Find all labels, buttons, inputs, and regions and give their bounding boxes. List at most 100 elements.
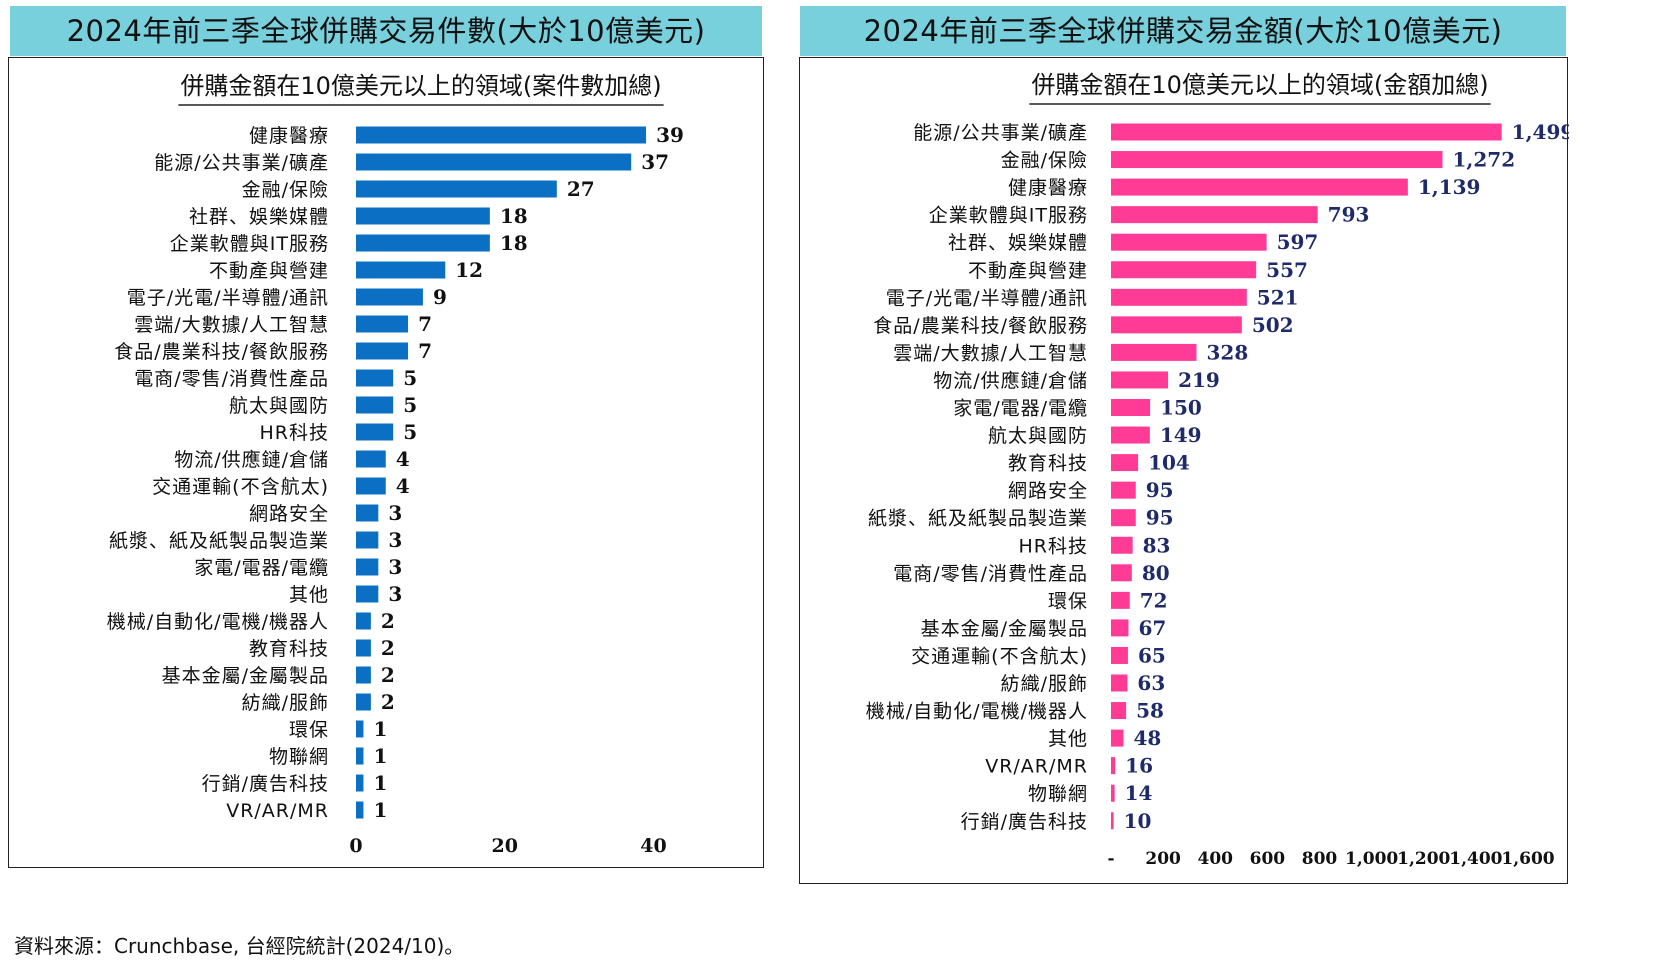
category-label: 能源/公共事業/礦產 <box>913 122 1088 144</box>
bar <box>1111 316 1242 334</box>
x-tick-label: 600 <box>1250 849 1286 869</box>
bar <box>356 801 364 819</box>
category-label: 機械/自動化/電機/機器人 <box>866 701 1088 723</box>
bar <box>356 666 371 684</box>
bar-value-label: 502 <box>1252 313 1294 337</box>
bar <box>356 450 386 468</box>
left-chart-title-banner: 2024年前三季全球併購交易件數(大於10億美元) <box>10 6 762 56</box>
category-label: 教育科技 <box>1008 453 1088 475</box>
category-label: 基本金屬/金屬製品 <box>162 665 329 687</box>
bar <box>1111 343 1197 361</box>
category-label: 雲端/大數據/人工智慧 <box>134 314 329 336</box>
bar <box>1111 399 1151 416</box>
bar-value-label: 5 <box>403 393 417 417</box>
bar <box>356 234 490 252</box>
bar <box>356 531 379 549</box>
category-label: 不動產與營建 <box>209 260 329 282</box>
category-label: HR科技 <box>260 422 330 444</box>
bar <box>356 288 423 306</box>
bar-value-label: 7 <box>418 312 432 336</box>
bar <box>1111 288 1247 306</box>
bar <box>1111 564 1132 582</box>
category-label: 教育科技 <box>249 638 329 660</box>
category-label: 企業軟體與IT服務 <box>929 205 1088 227</box>
bar <box>356 585 379 603</box>
x-tick-label: 1,400 <box>1449 849 1502 869</box>
bar-value-label: 83 <box>1143 533 1171 557</box>
bar-value-label: 14 <box>1125 781 1153 805</box>
bar <box>356 747 364 765</box>
bar-value-label: 2 <box>381 636 395 660</box>
category-label: 其他 <box>289 584 329 606</box>
bar <box>356 504 379 522</box>
bar <box>1111 812 1114 830</box>
bar <box>356 774 364 792</box>
bar <box>1111 591 1130 609</box>
bar <box>1111 151 1443 169</box>
bar <box>1111 784 1115 802</box>
bar-value-label: 63 <box>1137 671 1165 695</box>
category-label: 物聯網 <box>269 746 329 768</box>
bar-value-label: 39 <box>656 123 684 147</box>
bar <box>356 558 379 576</box>
bar-value-label: 557 <box>1266 258 1308 282</box>
bar-value-label: 37 <box>641 150 669 174</box>
bar <box>356 612 371 630</box>
right-chart-title-banner: 2024年前三季全球併購交易金額(大於10億美元) <box>800 6 1566 56</box>
category-label: 行銷/廣告科技 <box>961 811 1088 833</box>
category-label: 企業軟體與IT服務 <box>170 233 329 255</box>
bar-value-label: 3 <box>388 582 402 606</box>
bar-value-label: 7 <box>418 339 432 363</box>
x-tick-label: 40 <box>640 835 666 857</box>
bar-value-label: 521 <box>1257 285 1299 309</box>
bar-value-label: 2 <box>381 609 395 633</box>
bar <box>356 369 394 387</box>
bar-value-label: 9 <box>433 285 447 309</box>
bar-value-label: 1,139 <box>1418 175 1481 199</box>
category-label: 電子/光電/半導體/通訊 <box>886 287 1088 309</box>
bar-value-label: 2 <box>381 663 395 687</box>
bar <box>1111 619 1129 637</box>
category-label: 物流/供應鏈/倉儲 <box>933 369 1088 392</box>
category-label: 交通運輸(不含航太) <box>152 476 329 498</box>
category-label: 電商/零售/消費性產品 <box>134 368 329 390</box>
category-label: 不動產與營建 <box>968 260 1088 282</box>
bar-value-label: 4 <box>396 447 410 471</box>
bar <box>1111 757 1116 775</box>
category-label: 環保 <box>289 719 329 741</box>
category-label: 雲端/大數據/人工智慧 <box>893 342 1088 364</box>
bar-value-label: 95 <box>1146 506 1174 530</box>
right-chart-panel: 併購金額在10億美元以上的領域(金額加總) 能源/公共事業/礦產 1,499 金融/保… <box>799 57 1569 884</box>
category-label: 行銷/廣告科技 <box>202 773 329 795</box>
category-label: 能源/公共事業/礦產 <box>154 152 329 174</box>
category-label: 網路安全 <box>249 503 329 525</box>
category-label: 環保 <box>1048 590 1088 612</box>
x-tick-label: 400 <box>1198 849 1234 869</box>
bar <box>1111 371 1169 389</box>
bar-value-label: 10 <box>1124 809 1152 833</box>
category-label: VR/AR/MR <box>985 756 1088 778</box>
category-label: 金融/保險 <box>242 179 329 201</box>
bar <box>1111 729 1124 747</box>
bar <box>356 126 647 144</box>
bar <box>356 342 409 360</box>
x-tick-label: 1,600 <box>1501 849 1554 869</box>
bar-value-label: 3 <box>388 501 402 525</box>
bar <box>1111 481 1136 499</box>
bar-value-label: 18 <box>500 231 528 255</box>
bar <box>1111 646 1128 664</box>
right-bar-chart: 併購金額在10億美元以上的領域(金額加總) 能源/公共事業/礦產 1,499 金融/保… <box>866 71 1569 869</box>
category-label: 社群、娛樂媒體 <box>948 232 1088 254</box>
bar-value-label: 150 <box>1160 396 1202 420</box>
bar <box>356 693 371 711</box>
bar-value-label: 65 <box>1138 643 1166 667</box>
bar <box>356 396 394 414</box>
bar-value-label: 1,499 <box>1512 120 1569 144</box>
category-label: 電商/零售/消費性產品 <box>893 563 1088 585</box>
category-label: 航太與國防 <box>229 395 329 417</box>
category-label: HR科技 <box>1019 535 1089 557</box>
bar <box>356 477 386 495</box>
bar-value-label: 149 <box>1160 423 1202 447</box>
bar <box>1111 674 1128 692</box>
